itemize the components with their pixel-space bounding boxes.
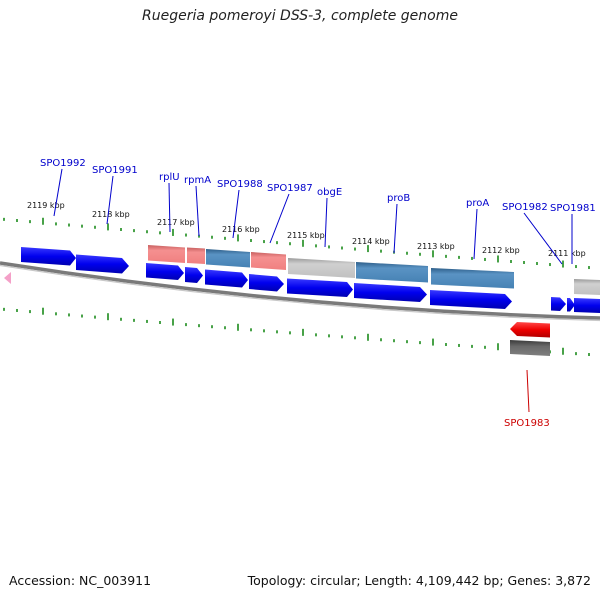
gene-label-SPO1988[interactable]: SPO1988 [217, 179, 263, 190]
accession-text: Accession: NC_003911 [9, 573, 152, 588]
leader-SPO1988 [232, 189, 240, 239]
kbp-label-2114: 2114 kbp [352, 237, 390, 246]
cds-arrow-proA [430, 290, 512, 309]
leader-SPO1992 [53, 168, 63, 217]
gene-label-rplU[interactable]: rplU [159, 172, 180, 183]
cds-arrow-SPO1983 [510, 322, 550, 338]
cog-block-rpmA [187, 247, 205, 264]
leader-SPO1991 [106, 175, 114, 225]
cog-block-obgE [288, 258, 355, 278]
kbp-label-2111: 2111 kbp [548, 249, 586, 258]
kbp-label-2118: 2118 kbp [92, 210, 130, 219]
cog-block-SPO1983 [510, 340, 550, 356]
leader-rpmA [195, 185, 200, 237]
cog-block-SPO1988 [206, 249, 250, 268]
gene-label-SPO1992[interactable]: SPO1992 [40, 158, 86, 169]
cds-features [21, 247, 600, 338]
gene-label-rpmA[interactable]: rpmA [184, 175, 211, 186]
cds-arrow-SPO1982 [551, 297, 566, 311]
leader-obgE [324, 197, 328, 248]
leader-proA [473, 208, 478, 260]
cds-arrow-rplU [146, 263, 184, 280]
gene-label-SPO1987[interactable]: SPO1987 [267, 183, 313, 194]
scale-labels: 2119 kbp 2118 kbp 2117 kbp 2116 kbp 2115… [27, 201, 586, 258]
gene-label-proB[interactable]: proB [387, 193, 410, 204]
cds-arrow-SPO1987 [249, 274, 284, 292]
leader-rplU [168, 182, 171, 233]
cog-features [148, 245, 600, 356]
gene-label-SPO1991[interactable]: SPO1991 [92, 165, 138, 176]
leader-proB [393, 203, 398, 254]
cds-arrow-SPO1991 [76, 254, 129, 274]
origin-marker [4, 272, 11, 284]
gene-label-SPO1981[interactable]: SPO1981 [550, 203, 596, 214]
map-title: Ruegeria pomeroyi DSS-3, complete genome [142, 8, 458, 24]
cds-arrow-rpmA [185, 267, 203, 283]
gene-labels: SPO1992 SPO1991 rplU rpmA SPO1988 SPO198… [40, 158, 596, 429]
cog-block-SPO1981 [574, 279, 600, 295]
leader-SPO1983 [526, 369, 530, 413]
kbp-label-2119: 2119 kbp [27, 201, 65, 210]
kbp-label-2116: 2116 kbp [222, 225, 260, 234]
cog-block-proA [431, 268, 514, 289]
leader-SPO1982 [523, 212, 563, 265]
gene-label-obgE[interactable]: obgE [317, 187, 342, 198]
cog-block-rplU [148, 245, 185, 263]
genome-summary-text: Topology: circular; Length: 4,109,442 bp… [247, 573, 591, 588]
cog-block-SPO1987 [251, 252, 286, 270]
cds-arrow-SPO1992 [21, 247, 76, 266]
gene-label-proA[interactable]: proA [466, 198, 489, 209]
cog-block-proB [356, 262, 428, 283]
cds-arrow-SPO1988 [205, 269, 248, 288]
cds-arrow-SPO1981 [574, 298, 600, 313]
kbp-label-2117: 2117 kbp [157, 218, 195, 227]
gene-label-SPO1983[interactable]: SPO1983 [504, 418, 550, 429]
cds-arrow-proB [354, 283, 427, 302]
leader-SPO1987 [269, 193, 290, 244]
gene-label-SPO1982[interactable]: SPO1982 [502, 202, 548, 213]
kbp-label-2115: 2115 kbp [287, 231, 325, 240]
genome-backbone [0, 261, 600, 320]
cds-arrow-obgE [287, 278, 353, 297]
kbp-label-2112: 2112 kbp [482, 246, 520, 255]
cds-arrow-SPO1982b [567, 298, 575, 312]
gene-label-leaders [53, 168, 573, 413]
tick-row-forward [3, 217, 590, 270]
tick-row-reverse [3, 307, 590, 357]
kbp-label-2113: 2113 kbp [417, 242, 455, 251]
genome-backbone-shadow [0, 264, 600, 322]
